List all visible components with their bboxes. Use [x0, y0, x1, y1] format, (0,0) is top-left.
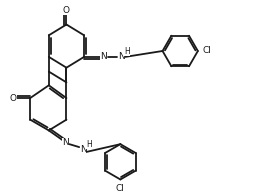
Text: O: O	[10, 94, 17, 102]
Text: H: H	[124, 47, 130, 57]
Text: H: H	[86, 140, 92, 149]
Text: N: N	[100, 52, 107, 61]
Text: N: N	[80, 145, 87, 154]
Text: O: O	[63, 6, 70, 15]
Text: N: N	[62, 138, 69, 147]
Text: N: N	[118, 52, 125, 61]
Text: Cl: Cl	[116, 184, 125, 193]
Text: Cl: Cl	[202, 47, 211, 56]
